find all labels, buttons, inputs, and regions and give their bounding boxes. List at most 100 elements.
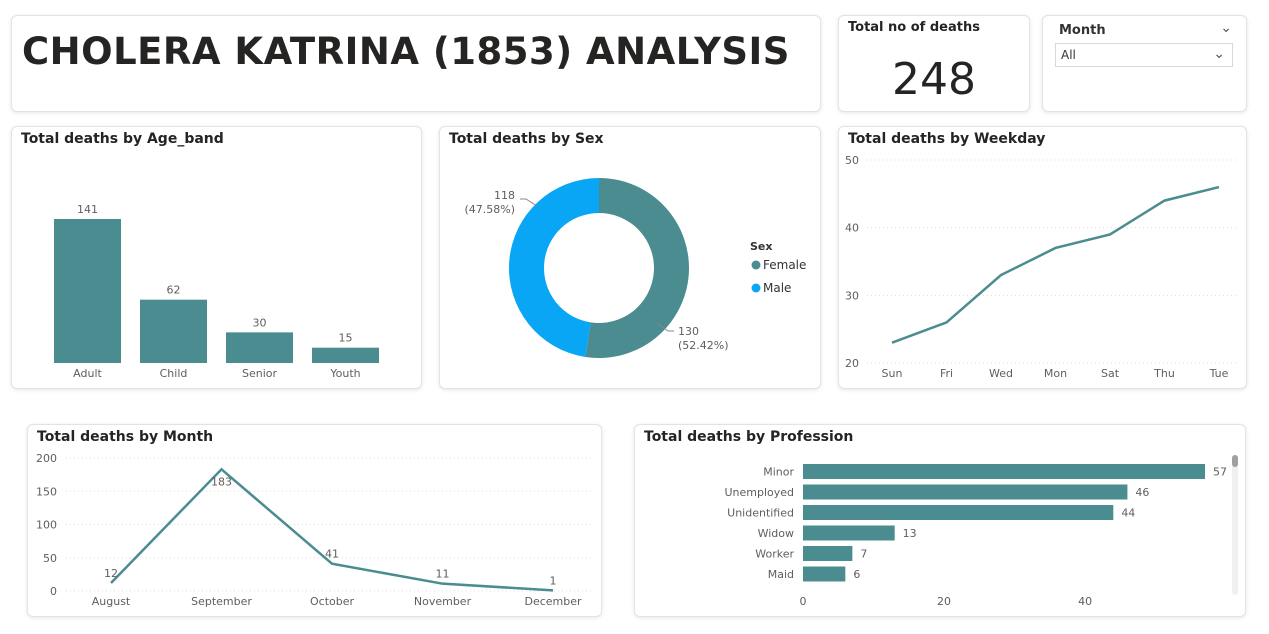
x-tick-label: Tue xyxy=(1209,367,1229,380)
data-label: 44 xyxy=(1121,507,1135,520)
donut-slice xyxy=(508,178,599,357)
y-tick-label: 50 xyxy=(43,552,57,565)
data-label: 30 xyxy=(253,316,267,329)
bar xyxy=(803,505,1114,520)
data-label: 15 xyxy=(339,332,353,345)
month-chart: 0 50 100 150 200 12 August 183 September 41 Octobe… xyxy=(36,452,593,608)
sex-chart-title: Total deaths by Sex xyxy=(449,131,604,147)
y-tick-label: 100 xyxy=(36,519,57,532)
data-label: 12 xyxy=(104,567,118,580)
x-tick-label: October xyxy=(310,595,354,608)
x-tick-label: 40 xyxy=(1078,595,1092,608)
x-tick-label: Wed xyxy=(989,367,1013,380)
leader-line xyxy=(656,322,674,332)
x-tick-label: Sat xyxy=(1101,367,1120,380)
age-band-chart-title: Total deaths by Age_band xyxy=(21,131,224,147)
bar xyxy=(803,566,846,582)
weekday-chart-card[interactable]: Total deaths by Weekday 20 30 40 50 Sun Fri We… xyxy=(838,126,1247,389)
x-tick-label: August xyxy=(92,595,131,608)
data-label: 11 xyxy=(436,568,450,581)
data-label-percent: (47.58%) xyxy=(464,203,515,216)
data-label: 130 xyxy=(678,325,699,338)
y-tick-label: Worker xyxy=(755,548,794,561)
month-chart-card[interactable]: Total deaths by Month 0 50 100 150 200 12 Augu… xyxy=(27,424,602,617)
y-tick-label: Maid xyxy=(768,568,794,581)
legend-item: Male xyxy=(763,281,791,295)
weekday-chart-title: Total deaths by Weekday xyxy=(848,131,1046,147)
legend-marker xyxy=(751,260,761,270)
collapse-chevron-icon[interactable]: ⌄ xyxy=(1220,20,1232,36)
kpi-value: 248 xyxy=(892,54,976,105)
bar xyxy=(54,219,121,363)
page-title: CHOLERA KATRINA (1853) ANALYSIS xyxy=(22,30,790,73)
y-tick-label: 200 xyxy=(36,452,57,465)
bar xyxy=(803,546,853,561)
month-slicer[interactable]: Month ⌄ All ⌄ xyxy=(1042,15,1247,112)
bar xyxy=(312,347,379,363)
data-label: 1 xyxy=(550,574,557,587)
data-label: 6 xyxy=(853,568,860,581)
x-tick-label: Child xyxy=(160,367,188,380)
x-tick-label: 0 xyxy=(800,595,807,608)
data-label: 41 xyxy=(325,548,339,561)
data-label: 62 xyxy=(167,284,181,297)
data-label: 118 xyxy=(494,189,515,202)
donut-slice xyxy=(585,178,689,358)
x-tick-label: November xyxy=(414,595,472,608)
data-label: 57 xyxy=(1213,466,1227,479)
data-label: 183 xyxy=(211,475,232,488)
dropdown-selected-value: All xyxy=(1061,48,1076,62)
chevron-down-icon[interactable]: ⌄ xyxy=(1213,46,1225,62)
age-band-chart: 141 Adult 62 Child 30 Senior 15 Youth xyxy=(54,203,379,380)
vertical-scrollbar[interactable] xyxy=(1232,455,1238,595)
x-tick-label: Thu xyxy=(1153,367,1175,380)
legend-marker xyxy=(751,283,761,293)
data-label-percent: (52.42%) xyxy=(678,339,729,352)
kpi-label: Total no of deaths xyxy=(848,20,980,35)
data-label: 7 xyxy=(860,548,867,561)
y-tick-label: 40 xyxy=(845,222,859,235)
month-dropdown[interactable]: All ⌄ xyxy=(1055,43,1233,67)
x-tick-label: Youth xyxy=(329,367,360,380)
x-tick-label: Mon xyxy=(1044,367,1067,380)
y-tick-label: Unemployed xyxy=(724,486,794,499)
weekday-chart: 20 30 40 50 Sun Fri Wed Mon Sat Thu Tue xyxy=(845,154,1239,380)
profession-chart: Minor 57 Unemployed 46 Unidentified 44 Widow 13… xyxy=(724,464,1227,608)
profession-chart-title: Total deaths by Profession xyxy=(644,429,854,445)
sex-chart: 130(52.42%) 118(47.58%) Sex Female Male xyxy=(464,178,806,358)
y-tick-label: 20 xyxy=(845,357,859,370)
bar xyxy=(803,464,1205,479)
month-chart-title: Total deaths by Month xyxy=(37,429,214,445)
legend-item: Female xyxy=(763,258,806,272)
x-tick-label: Sun xyxy=(882,367,903,380)
y-tick-label: Unidentified xyxy=(727,507,794,520)
sex-chart-card[interactable]: Total deaths by Sex 130 (52.42%) 118 (47.58… xyxy=(439,126,821,389)
series-line xyxy=(891,185,1220,344)
x-tick-label: December xyxy=(524,595,582,608)
y-tick-label: 150 xyxy=(36,485,57,498)
data-label: 141 xyxy=(77,203,98,216)
title-card: CHOLERA KATRINA (1853) ANALYSIS xyxy=(11,15,821,112)
slicer-label: Month xyxy=(1059,23,1106,38)
y-tick-label: 50 xyxy=(845,154,859,167)
scrollbar-thumb[interactable] xyxy=(1232,455,1238,467)
bar xyxy=(226,332,293,363)
data-label: 46 xyxy=(1135,486,1149,499)
legend-title: Sex xyxy=(750,240,772,253)
leader-line xyxy=(520,198,538,207)
series-line xyxy=(110,467,554,592)
x-tick-label: Fri xyxy=(940,367,953,380)
x-tick-label: September xyxy=(191,595,252,608)
y-tick-label: 0 xyxy=(50,585,57,598)
bar xyxy=(140,299,207,363)
age-band-chart-card[interactable]: Total deaths by Age_band 141 Adult 62 Child… xyxy=(11,126,422,389)
y-tick-label: Minor xyxy=(763,466,794,479)
bar xyxy=(803,484,1128,500)
y-tick-label: 30 xyxy=(845,289,859,302)
bar xyxy=(803,525,895,541)
kpi-card[interactable]: Total no of deaths 248 xyxy=(838,15,1030,112)
profession-chart-card[interactable]: Total deaths by Profession Minor 57 Unempl… xyxy=(634,424,1246,617)
x-tick-label: Senior xyxy=(242,367,278,380)
x-tick-label: Adult xyxy=(73,367,102,380)
x-tick-label: 20 xyxy=(937,595,951,608)
